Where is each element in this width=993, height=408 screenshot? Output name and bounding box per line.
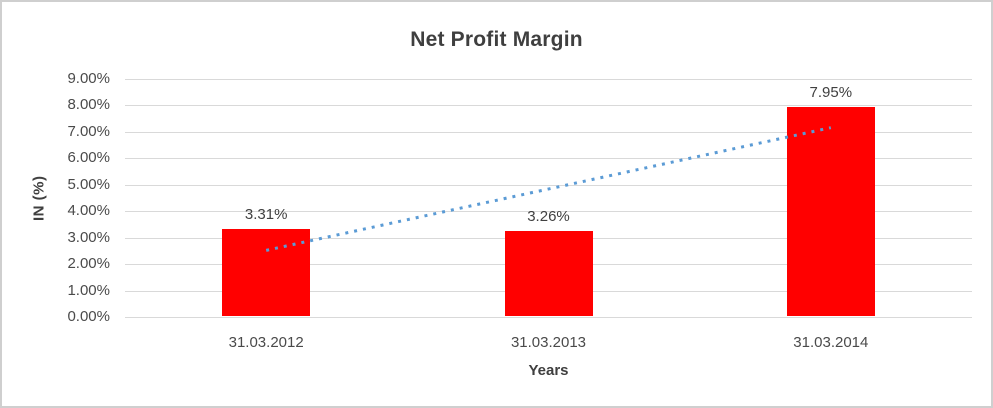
bar-data-label: 3.31%	[244, 206, 288, 224]
y-tick-label: 2.00%	[67, 255, 110, 273]
bar-data-label: 7.95%	[809, 83, 853, 101]
chart-title: Net Profit Margin	[410, 28, 583, 51]
y-axis-title: IN (%)	[30, 175, 48, 221]
y-tick-label: 9.00%	[67, 70, 110, 87]
bar-31.03.2014[interactable]	[786, 106, 875, 316]
y-tick-label: 3.00%	[67, 228, 110, 246]
x-category-label: 31.03.2014	[793, 334, 869, 351]
bar-31.03.2013[interactable]	[504, 230, 593, 316]
bar-31.03.2012[interactable]	[222, 229, 311, 316]
y-tick-label: 8.00%	[67, 96, 110, 114]
x-category-label: 31.03.2013	[510, 334, 587, 351]
gridline	[125, 79, 972, 80]
y-tick-label: 6.00%	[67, 149, 110, 167]
x-category-label: 31.03.2012	[228, 334, 304, 351]
y-tick-label: 1.00%	[67, 281, 110, 299]
x-axis-title: Years	[528, 362, 569, 379]
bar-data-label: 3.26%	[527, 207, 570, 225]
y-tick-label: 0.00%	[67, 308, 110, 325]
y-tick-label: 7.00%	[67, 122, 110, 140]
gridline	[125, 317, 972, 318]
y-tick-label: 5.00%	[67, 175, 110, 193]
y-tick-label: 4.00%	[67, 202, 110, 220]
gridline	[125, 105, 972, 107]
